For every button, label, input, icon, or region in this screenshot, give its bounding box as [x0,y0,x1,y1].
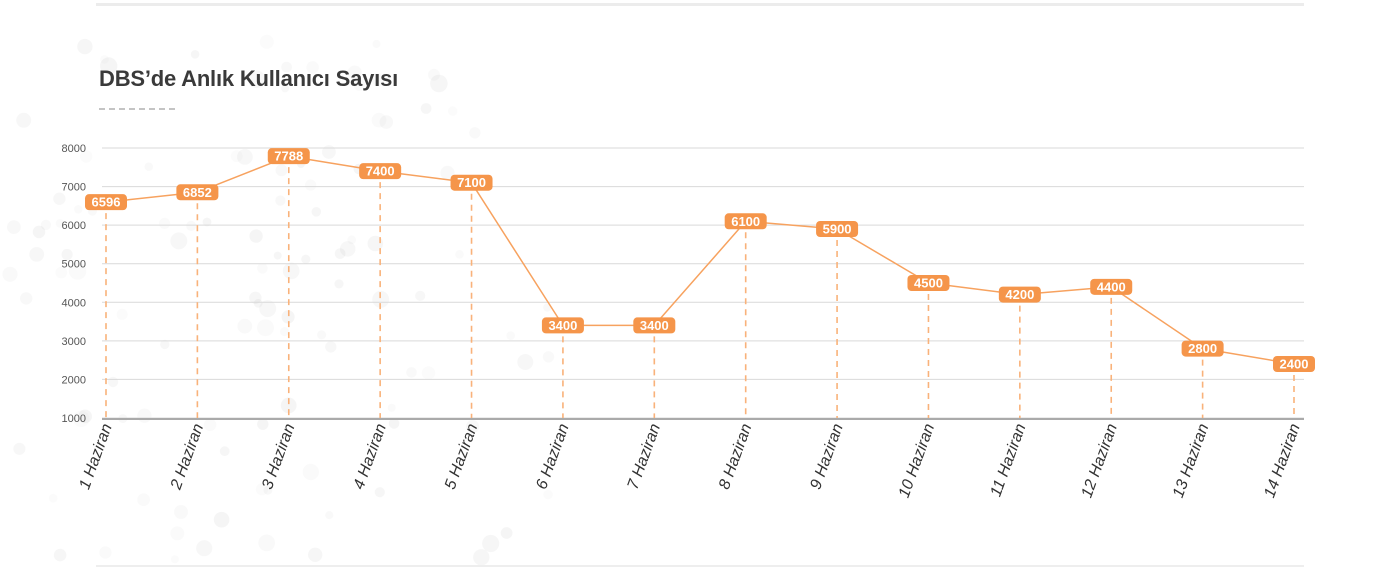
y-tick-label: 7000 [62,182,86,194]
chart-title: DBS’de Anlık Kullanıcı Sayısı [99,66,399,91]
data-label: 4400 [1097,279,1126,294]
data-label: 7100 [457,175,486,190]
data-label: 6100 [731,214,760,229]
x-tick-label: 4 Haziran [351,421,390,491]
data-label: 4500 [914,276,943,291]
x-axis-ticks: 1 Haziran 2 Haziran 3 Haziran 4 Haziran 5 Ha… [76,421,1303,500]
data-label: 7788 [274,149,303,164]
y-axis-ticks: 1000 2000 3000 4000 5000 6000 7000 8000 [62,143,86,425]
y-tick-label: 5000 [62,259,86,271]
data-label-bg [633,317,676,334]
data-label-bg [1181,340,1224,357]
data-label-bg [998,286,1041,303]
y-tick-label: 2000 [62,374,86,386]
series-line-path [105,155,1295,365]
x-tick-label: 8 Haziran [716,421,755,491]
top-divider [96,3,1304,6]
data-label-bg [267,148,310,165]
data-label: 4200 [1005,287,1034,302]
bottom-divider [96,565,1304,567]
y-tick-label: 4000 [62,297,86,309]
x-tick-label: 7 Haziran [625,421,664,491]
x-tick-label: 12 Haziran [1079,421,1121,500]
data-label: 3400 [548,318,577,333]
data-label-bg [907,275,950,291]
x-tick-label: 6 Haziran [533,421,572,491]
data-label: 5900 [823,222,852,237]
data-label-bg [1273,356,1315,372]
data-label: 6852 [183,185,212,200]
data-label: 2400 [1280,357,1309,372]
data-label: 2800 [1188,341,1217,356]
grid-lines [102,147,1304,420]
x-tick-label: 1 Haziran [76,421,115,491]
data-label-bg [85,194,127,211]
x-tick-label: 11 Haziran [988,421,1030,499]
data-label-bg [359,163,402,180]
y-tick-label: 8000 [62,143,86,155]
x-tick-label: 2 Haziran [167,421,207,492]
title-underline [99,108,175,110]
data-label-bg [450,174,493,191]
x-tick-label: 5 Haziran [442,421,481,491]
x-tick-label: 14 Haziran [1261,421,1303,500]
x-tick-label: 10 Haziran [896,421,938,500]
y-tick-label: 1000 [62,413,86,425]
x-tick-label: 3 Haziran [259,421,298,491]
y-tick-label: 3000 [62,336,86,348]
x-tick-label: 9 Haziran [807,421,846,491]
data-label-bg [1090,278,1133,295]
data-label-bg [816,221,859,237]
y-tick-label: 6000 [62,220,86,232]
data-label-bg [176,184,219,201]
data-label: 6596 [92,195,121,210]
series-line [105,155,1295,365]
data-label-bg [541,317,584,334]
data-labels: 6596 6852 7788 7400 7100 3400 3400 6100 5900 4500… [85,148,1315,372]
data-label: 3400 [640,318,669,333]
data-label-bg [724,213,767,230]
x-tick-label: 13 Haziran [1170,421,1212,500]
data-label: 7400 [366,164,395,179]
drop-lines [105,156,1295,418]
